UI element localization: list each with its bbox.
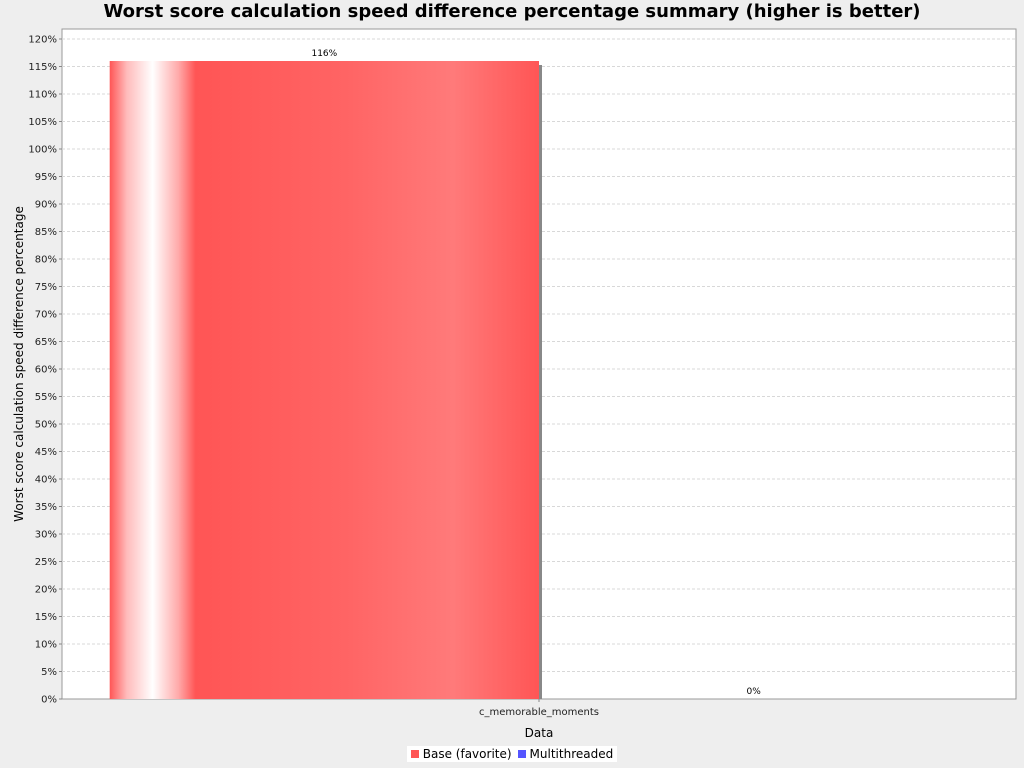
y-tick-label: 60%: [35, 365, 57, 376]
x-axis-label: Data: [525, 726, 554, 740]
y-tick-label: 35%: [35, 502, 57, 513]
data-label: 0%: [747, 687, 762, 697]
y-tick-label: 80%: [35, 255, 57, 266]
legend-label-multithreaded: Multithreaded: [529, 747, 614, 761]
y-tick-label: 110%: [28, 90, 57, 101]
y-tick-label: 65%: [35, 337, 57, 348]
y-tick-label: 20%: [35, 585, 57, 596]
y-tick-label: 85%: [35, 227, 57, 238]
data-label: 116%: [311, 49, 337, 59]
y-tick-label: 25%: [35, 557, 57, 568]
y-tick-label: 70%: [35, 310, 57, 321]
legend-swatch-base: [410, 750, 419, 758]
y-axis-ticks: 0% 5% 10% 15% 20% 25% 30% 35% 40% 45% 50% 55% 60% 65%…: [28, 35, 62, 706]
legend-item-multithreaded: Multithreaded: [517, 747, 614, 761]
y-tick-label: 10%: [35, 640, 57, 651]
y-tick-label: 55%: [35, 392, 57, 403]
y-tick-label: 40%: [35, 475, 57, 486]
y-tick-label: 105%: [28, 117, 57, 128]
legend-item-base: Base (favorite): [410, 747, 512, 761]
y-axis-label: Worst score calculation speed difference…: [12, 206, 26, 522]
legend: Base (favorite) Multithreaded: [0, 746, 1024, 762]
y-tick-label: 45%: [35, 447, 57, 458]
y-tick-label: 30%: [35, 530, 57, 541]
y-tick-label: 90%: [35, 200, 57, 211]
y-tick-label: 15%: [35, 612, 57, 623]
y-tick-label: 95%: [35, 172, 57, 183]
y-tick-label: 120%: [28, 35, 57, 46]
y-tick-label: 50%: [35, 420, 57, 431]
y-tick-label: 5%: [41, 667, 57, 678]
x-axis-ticks: c_memorable_moments: [479, 699, 599, 718]
bars: 116% 0%: [109, 49, 762, 699]
chart-title: Worst score calculation speed difference…: [103, 1, 921, 22]
legend-label-base: Base (favorite): [422, 747, 512, 761]
x-tick-label: c_memorable_moments: [479, 707, 599, 718]
legend-swatch-multithreaded: [517, 750, 526, 758]
y-tick-label: 115%: [28, 62, 57, 73]
y-tick-label: 100%: [28, 145, 57, 156]
y-tick-label: 75%: [35, 282, 57, 293]
legend-box: Base (favorite) Multithreaded: [406, 746, 618, 762]
bar-0-0: [109, 61, 539, 699]
y-tick-label: 0%: [41, 695, 57, 706]
